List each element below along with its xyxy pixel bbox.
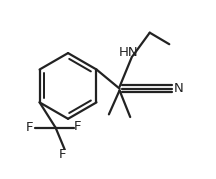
Text: HN: HN	[119, 46, 138, 59]
Text: F: F	[74, 120, 82, 133]
Text: F: F	[59, 148, 67, 161]
Text: N: N	[173, 82, 183, 95]
Text: F: F	[26, 121, 34, 134]
